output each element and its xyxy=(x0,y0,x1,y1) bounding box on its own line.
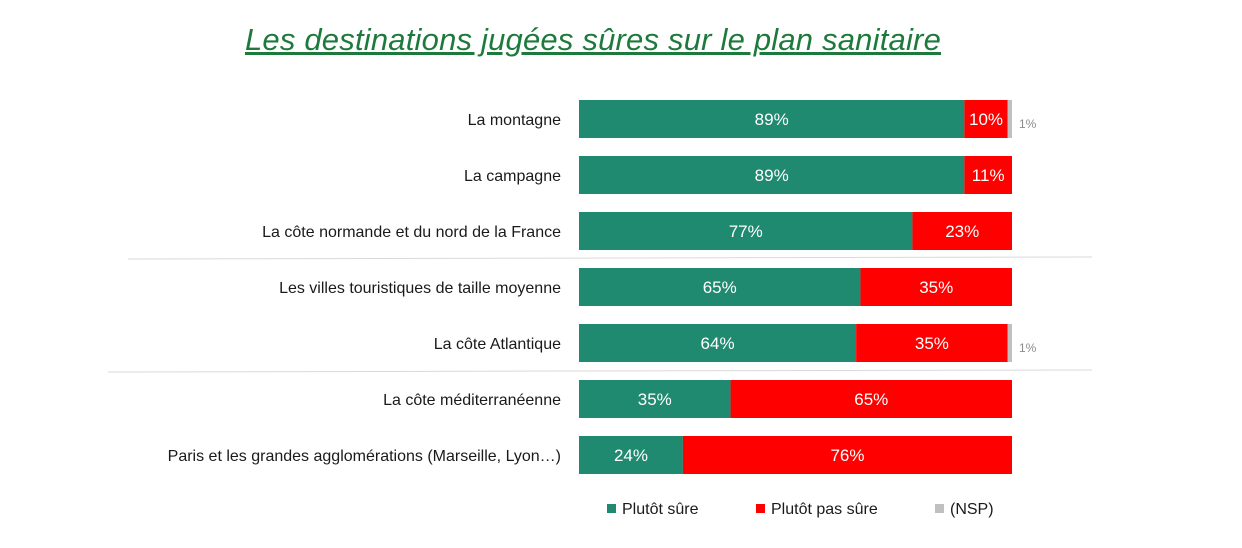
data-label: 89% xyxy=(755,110,789,129)
data-label: 10% xyxy=(969,110,1003,129)
bar-segment xyxy=(860,268,1012,306)
data-label: 65% xyxy=(703,278,737,297)
bars-group: La montagne 89% 10% 1% La campagne 89% 11% La c… xyxy=(168,100,1037,474)
bar-segment xyxy=(964,156,1012,194)
chart-title: Les destinations jugées sûres sur le pla… xyxy=(244,22,942,57)
legend-label: Plutôt sûre xyxy=(622,501,699,518)
bar-segment xyxy=(964,100,1008,138)
bar-segment xyxy=(579,212,913,250)
bar-segment xyxy=(579,380,731,418)
category-label: Paris et les grandes agglomérations (Mar… xyxy=(168,448,561,465)
bar-segment xyxy=(1007,324,1012,362)
data-label: 35% xyxy=(915,334,949,353)
data-label: 11% xyxy=(972,166,1005,185)
bar-segment xyxy=(579,268,861,306)
category-label: La côte normande et du nord de la France xyxy=(262,224,561,241)
data-label: 1% xyxy=(1019,341,1037,355)
data-label: 23% xyxy=(945,222,979,241)
data-label: 35% xyxy=(638,390,672,409)
separator-line xyxy=(107,369,1093,373)
bar-segment xyxy=(856,324,1008,362)
legend-swatch xyxy=(935,504,944,513)
category-label: La montagne xyxy=(468,112,562,129)
bar-segment xyxy=(730,380,1012,418)
data-label: 35% xyxy=(919,278,953,297)
bar-segment xyxy=(1007,100,1012,138)
data-label: 64% xyxy=(701,334,735,353)
bar-segment xyxy=(579,156,965,194)
data-label: 65% xyxy=(854,390,888,409)
legend-label: Plutôt pas sûre xyxy=(771,501,878,518)
bar-segment xyxy=(579,436,683,474)
data-label: 1% xyxy=(1019,117,1037,131)
bar-segment xyxy=(912,212,1012,250)
bar-segment xyxy=(682,436,1012,474)
category-label: La campagne xyxy=(464,168,561,185)
bar-segment xyxy=(579,324,857,362)
legend: Plutôt sûre Plutôt pas sûre (NSP) xyxy=(607,501,994,518)
legend-label: (NSP) xyxy=(950,501,994,518)
category-label: La côte méditerranéenne xyxy=(383,392,561,409)
legend-swatch xyxy=(607,504,616,513)
category-label: Les villes touristiques de taille moyenn… xyxy=(279,280,561,297)
category-label: La côte Atlantique xyxy=(434,336,561,353)
legend-swatch xyxy=(756,504,765,513)
separator-line xyxy=(127,256,1093,260)
bar-segment xyxy=(579,100,965,138)
data-label: 77% xyxy=(729,222,763,241)
data-label: 76% xyxy=(830,446,864,465)
data-label: 89% xyxy=(755,166,789,185)
data-label: 24% xyxy=(614,446,648,465)
